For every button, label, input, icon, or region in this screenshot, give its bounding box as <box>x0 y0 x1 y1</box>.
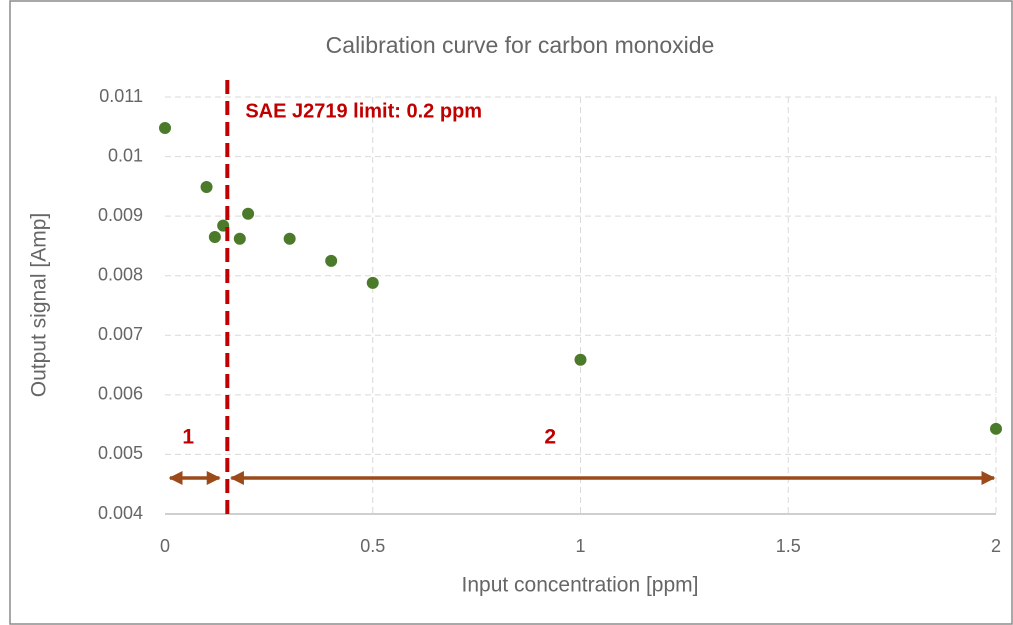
data-point <box>366 276 379 289</box>
limit-label: SAE J2719 limit: 0.2 ppm <box>245 100 482 122</box>
data-point <box>208 230 221 243</box>
y-axis-label: Output signal [Amp] <box>28 213 51 397</box>
data-point <box>574 353 587 366</box>
y-tick-label: 0.006 <box>98 384 143 404</box>
chart-title: Calibration curve for carbon monoxide <box>326 32 715 58</box>
data-point <box>990 422 1002 435</box>
y-tick-label: 0.004 <box>98 503 143 523</box>
y-tick-label: 0.008 <box>98 264 143 284</box>
y-tick-label: 0.01 <box>108 145 143 165</box>
data-point <box>233 232 246 245</box>
y-tick-label: 0.007 <box>98 324 143 344</box>
region-label: 2 <box>544 426 556 449</box>
x-tick-label: 2 <box>991 536 1001 556</box>
data-point <box>325 254 338 267</box>
x-tick-label: 1 <box>575 536 585 556</box>
x-tick-label: 1.5 <box>776 536 801 556</box>
data-point <box>200 180 213 193</box>
data-point <box>159 121 171 134</box>
x-tick-label: 0.5 <box>360 536 385 556</box>
data-point <box>242 207 255 220</box>
x-tick-label: 0 <box>160 536 170 556</box>
y-tick-label: 0.005 <box>98 443 143 463</box>
y-tick-label: 0.009 <box>98 205 143 225</box>
data-point <box>283 232 296 245</box>
region-label: 1 <box>182 426 194 449</box>
y-tick-label: 0.011 <box>99 86 143 106</box>
chart-frame <box>9 0 1013 625</box>
x-axis-label: Input concentration [ppm] <box>462 574 699 597</box>
